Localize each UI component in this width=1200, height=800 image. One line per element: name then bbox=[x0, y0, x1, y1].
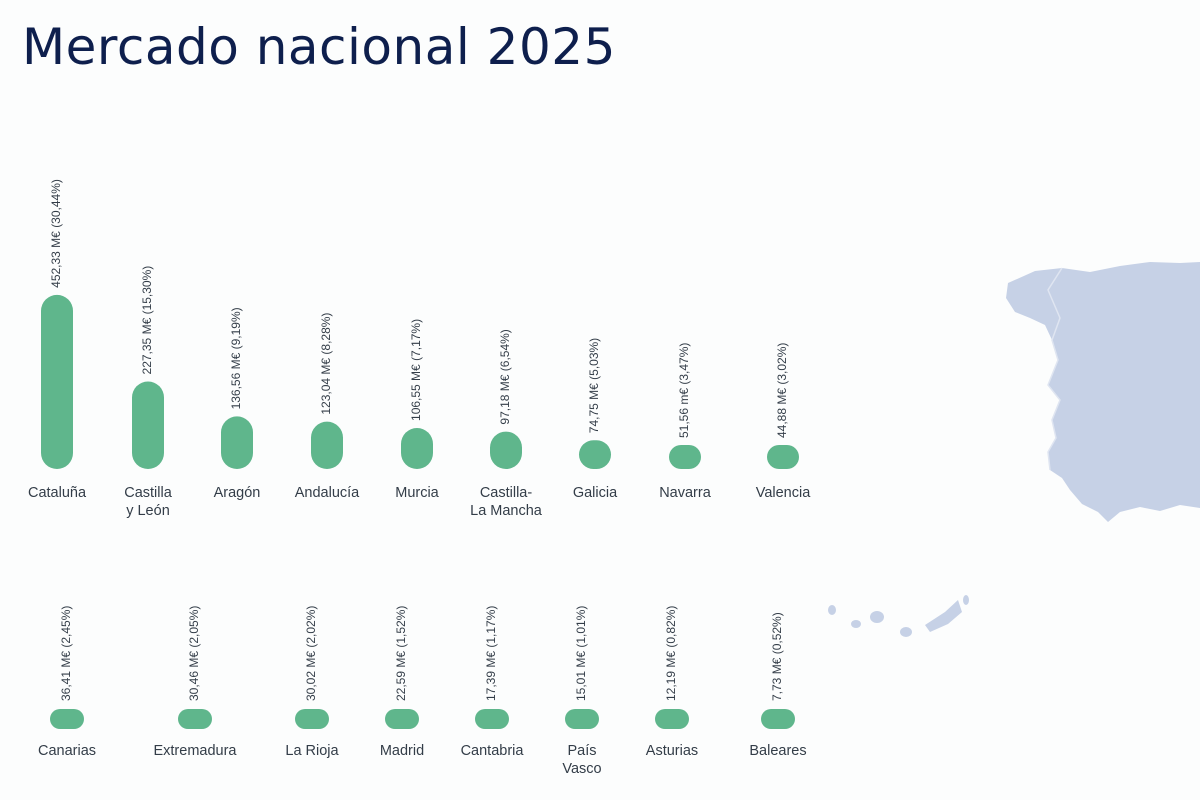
bar bbox=[221, 416, 253, 469]
bar bbox=[655, 709, 689, 729]
data-label: 30,02 M€ (2,02%) bbox=[304, 606, 318, 701]
category-label: Navarra bbox=[659, 485, 712, 501]
bar bbox=[669, 445, 701, 469]
page-title: Mercado nacional 2025 bbox=[22, 18, 616, 76]
bar bbox=[50, 709, 84, 729]
bar bbox=[295, 709, 329, 729]
data-label: 15,01 M€ (1,01%) bbox=[574, 606, 588, 701]
category-label: Valencia bbox=[756, 485, 811, 501]
data-label: 74,75 M€ (5,03%) bbox=[587, 338, 601, 433]
bar bbox=[311, 421, 343, 469]
category-label: Madrid bbox=[380, 743, 424, 759]
iberian-peninsula-shape bbox=[1006, 262, 1200, 522]
canary-islands-shapes bbox=[828, 595, 969, 637]
bar bbox=[132, 381, 164, 469]
category-label: País Vasco bbox=[562, 743, 601, 777]
bar bbox=[490, 431, 522, 469]
category-label: Andalucía bbox=[295, 485, 360, 501]
category-label: Aragón bbox=[214, 485, 261, 501]
data-label: 106,55 M€ (7,17%) bbox=[409, 319, 423, 421]
data-label: 227,35 M€ (15,30%) bbox=[140, 266, 154, 375]
category-label: Canarias bbox=[38, 743, 96, 759]
data-label: 12,19 M€ (0,82%) bbox=[664, 606, 678, 701]
data-label: 51,56 m€ (3,47%) bbox=[677, 343, 691, 438]
bar bbox=[761, 709, 795, 729]
data-label: 30,46 M€ (2,05%) bbox=[187, 606, 201, 701]
data-label: 22,59 M€ (1,52%) bbox=[394, 606, 408, 701]
bar bbox=[385, 709, 419, 729]
data-label: 452,33 M€ (30,44%) bbox=[49, 179, 63, 288]
category-label: Galicia bbox=[573, 485, 618, 501]
data-label: 36,41 M€ (2,45%) bbox=[59, 606, 73, 701]
category-label: Asturias bbox=[646, 743, 698, 759]
bar bbox=[41, 294, 73, 469]
data-label: 17,39 M€ (1,17%) bbox=[484, 606, 498, 701]
bar bbox=[178, 709, 212, 729]
portugal-border-shape bbox=[1047, 267, 1063, 471]
bar bbox=[401, 427, 433, 469]
data-label: 44,88 M€ (3,02%) bbox=[775, 343, 789, 438]
category-label: Cataluña bbox=[28, 485, 87, 501]
category-label: Cantabria bbox=[461, 743, 525, 759]
category-label: Castilla y León bbox=[124, 485, 172, 519]
data-label: 97,18 M€ (6,54%) bbox=[498, 329, 512, 424]
data-label: 123,04 M€ (8,28%) bbox=[319, 313, 333, 415]
data-label: 7,73 M€ (0,52%) bbox=[770, 612, 784, 701]
bar bbox=[767, 445, 799, 469]
category-label: Baleares bbox=[749, 743, 806, 759]
data-label: 136,56 M€ (9,19%) bbox=[229, 307, 243, 409]
category-label: Extremadura bbox=[153, 743, 237, 759]
bar bbox=[565, 709, 599, 729]
bar bbox=[579, 440, 611, 469]
category-label: Castilla-La Mancha bbox=[470, 485, 543, 519]
bar bbox=[475, 709, 509, 729]
category-label: La Rioja bbox=[285, 743, 339, 759]
category-label: Murcia bbox=[395, 485, 439, 501]
